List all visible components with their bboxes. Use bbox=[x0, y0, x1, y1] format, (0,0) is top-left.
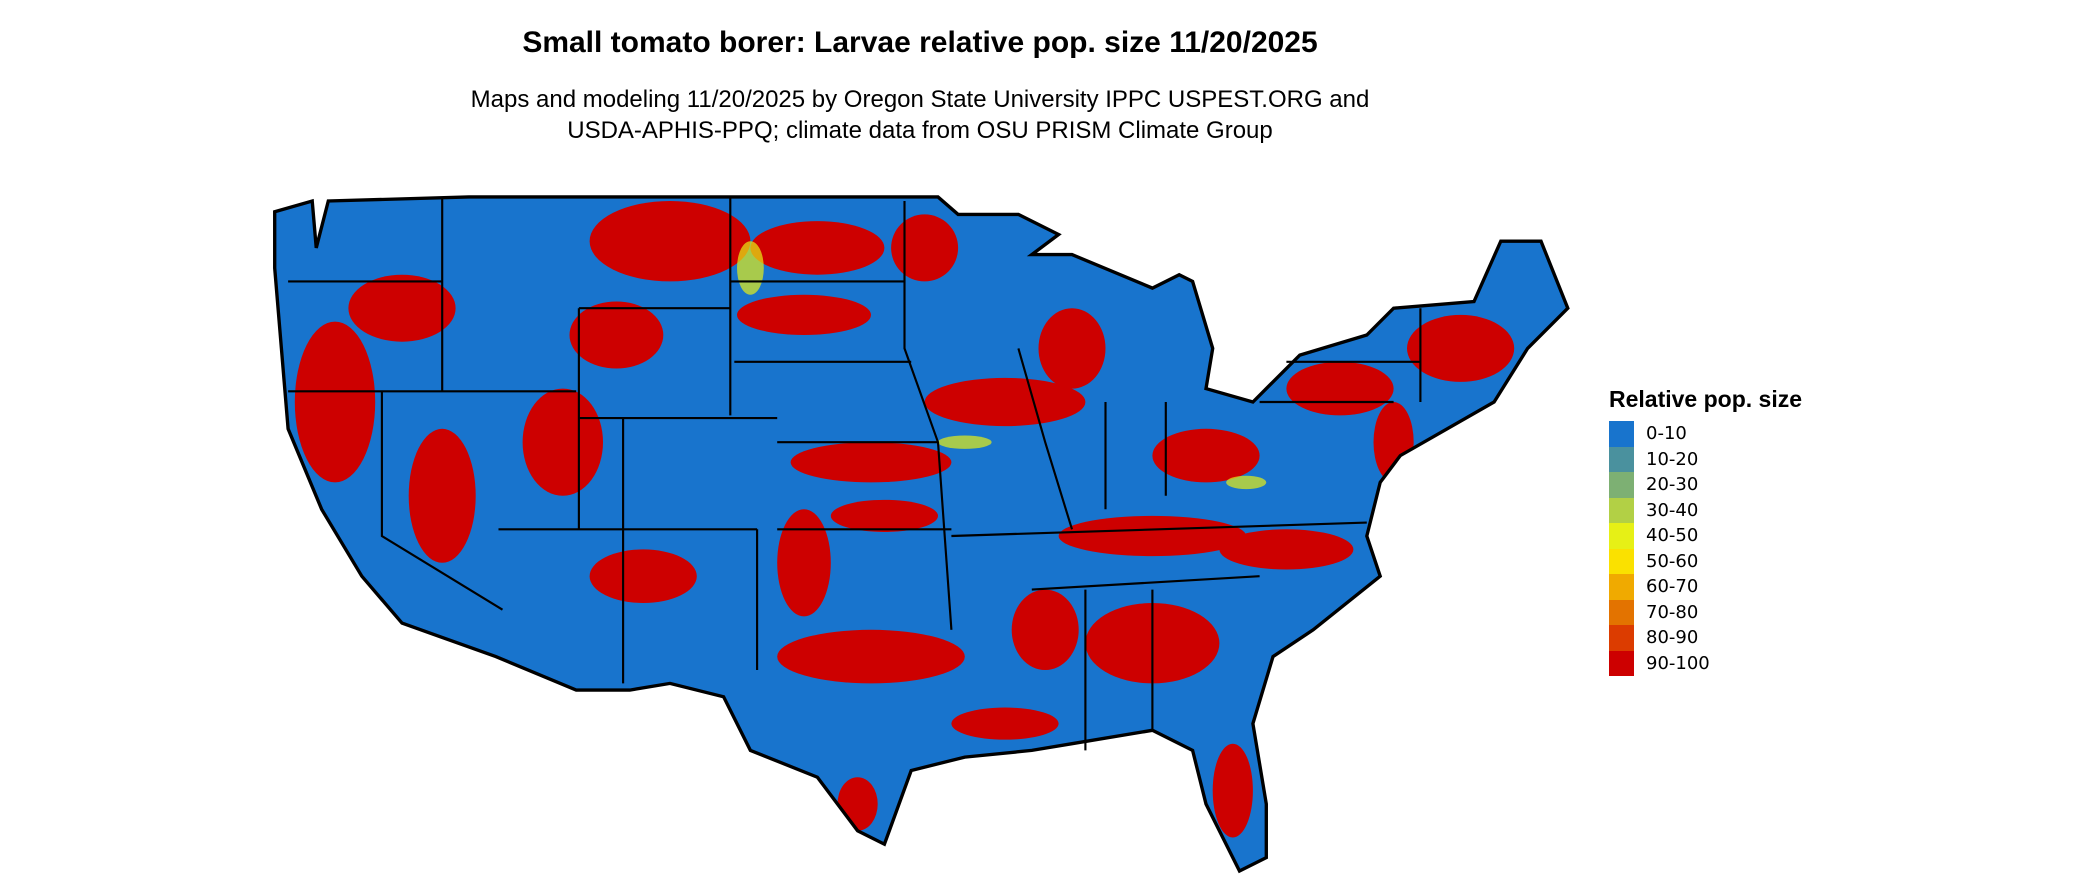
legend-swatch bbox=[1609, 446, 1634, 472]
legend-title: Relative pop. size bbox=[1609, 386, 1803, 412]
subtitle-line-2: USDA-APHIS-PPQ; climate data from OSU PR… bbox=[567, 117, 1273, 144]
legend-label: 70-80 bbox=[1646, 601, 1699, 623]
legend-label: 50-60 bbox=[1646, 550, 1699, 572]
state-borders bbox=[288, 196, 1422, 751]
legend-swatch bbox=[1609, 497, 1634, 523]
map-title: Small tomato borer: Larvae relative pop.… bbox=[522, 26, 1318, 59]
population-raster bbox=[274, 196, 1568, 872]
legend-label: 10-20 bbox=[1646, 448, 1699, 470]
legend-item: 70-80 bbox=[1609, 599, 1802, 625]
legend-swatch bbox=[1609, 574, 1634, 600]
legend-label: 60-70 bbox=[1646, 576, 1699, 598]
legend-swatch bbox=[1609, 421, 1634, 447]
legend-label: 80-90 bbox=[1646, 627, 1699, 649]
legend-item: 60-70 bbox=[1609, 574, 1802, 600]
legend-label: 20-30 bbox=[1646, 474, 1699, 496]
legend-swatch bbox=[1609, 523, 1634, 549]
legend-swatch bbox=[1609, 650, 1634, 676]
subtitle-line-1: Maps and modeling 11/20/2025 by Oregon S… bbox=[470, 86, 1370, 113]
legend: Relative pop. size 0-10 10-20 20-30 30-40 40… bbox=[1609, 386, 1802, 676]
legend-item: 20-30 bbox=[1609, 472, 1802, 498]
high-population-areas bbox=[294, 201, 1515, 838]
legend-label: 40-50 bbox=[1646, 525, 1699, 547]
legend-swatch bbox=[1609, 472, 1634, 498]
map-subtitle: Maps and modeling 11/20/2025 by Oregon S… bbox=[0, 84, 1840, 146]
legend-item: 0-10 bbox=[1609, 421, 1802, 447]
legend-swatch bbox=[1609, 599, 1634, 625]
legend-item: 80-90 bbox=[1609, 625, 1802, 651]
legend-item: 40-50 bbox=[1609, 523, 1802, 549]
legend-item: 50-60 bbox=[1609, 548, 1802, 574]
legend-label: 90-100 bbox=[1646, 652, 1710, 674]
legend-label: 0-10 bbox=[1646, 423, 1687, 445]
legend-item: 30-40 bbox=[1609, 497, 1802, 523]
legend-item: 90-100 bbox=[1609, 650, 1802, 676]
legend-label: 30-40 bbox=[1646, 499, 1699, 521]
legend-swatch bbox=[1609, 548, 1634, 574]
legend-swatch bbox=[1609, 625, 1634, 651]
legend-item: 10-20 bbox=[1609, 446, 1802, 472]
